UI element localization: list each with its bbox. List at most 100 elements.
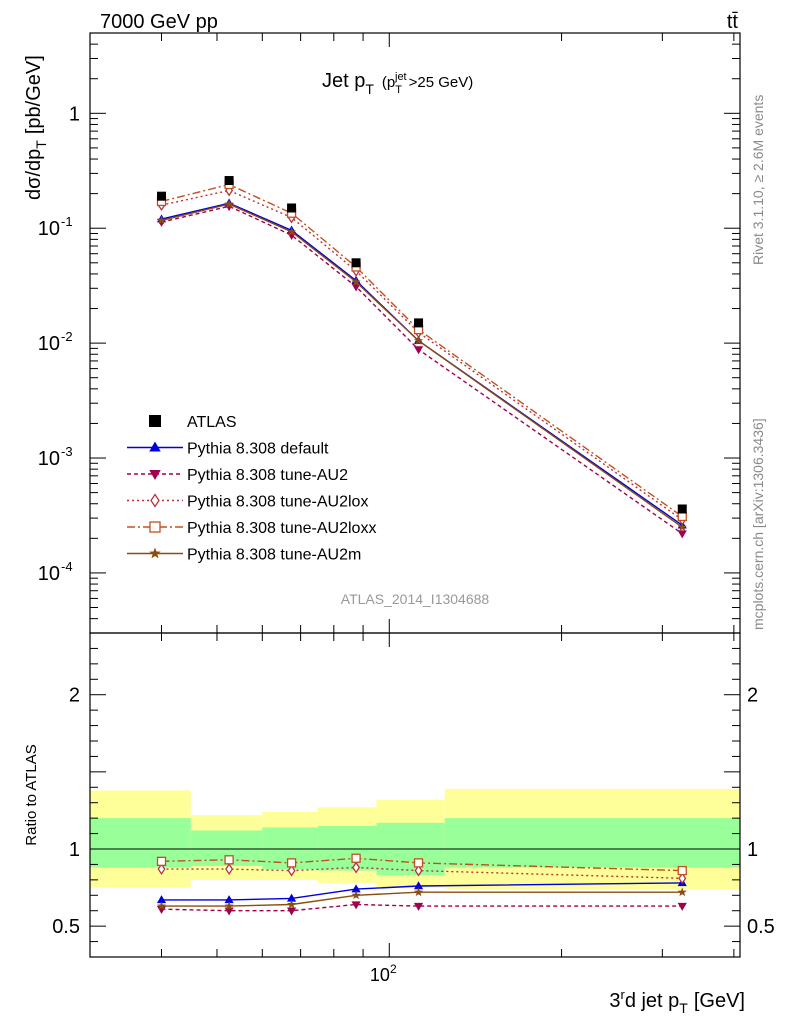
ratio-frame [89,632,741,958]
ratio-point-4-3 [351,890,361,900]
ratio-point-0-2 [286,893,297,902]
legend-entry-1: Pythia 8.308 default [127,441,329,458]
x-axis-label: 3rd jet pT [GeV] [609,987,745,1016]
legend-label: Pythia 8.308 tune-AU2 [187,467,348,484]
legend-label: Pythia 8.308 tune-AU2lox [187,494,368,511]
ratio-point-4-0 [156,901,167,910]
ratio-y-tick-label-right: 2 [747,685,758,707]
main-point-5-0 [156,215,167,225]
ratio-point-2-2 [287,864,296,877]
main-point-2-4 [413,346,424,355]
atlas-point-0 [157,191,167,201]
main-series-line-4 [161,183,683,518]
ratio-point-4-4 [414,887,424,897]
ratio-point-1-0 [156,905,167,914]
main-point-5-1 [224,199,234,208]
atlas-point-5 [677,504,687,514]
ratio-point-3-2 [286,858,297,868]
ratio-point-1-2 [286,907,297,916]
ratio-point-1-5 [677,902,687,911]
atlas-point-3 [351,258,361,268]
y-tick-label: 1 [69,103,80,125]
main-point-5-4 [414,335,424,345]
legend-marker [149,547,161,559]
y-tick-exponent: -1 [61,214,73,229]
main-point-5-3 [351,277,361,286]
atlas-point-2 [287,203,297,213]
legend-entry-5: Pythia 8.308 tune-AU2m [127,547,361,564]
ratio-y-tick-label: 2 [69,685,80,707]
legend: ATLAS Pythia 8.308 default Pythia 8.308 tu… [127,414,376,564]
main-panel: 110-110-210-310-4 [38,32,741,634]
ratio-point-3-5 [677,865,687,876]
ratio-point-3-0 [156,856,167,866]
ratio-point-3-1 [224,855,234,865]
y-tick-label: 10 [38,563,60,585]
ratio-point-1-3 [351,901,361,910]
y-tick-exponent: -4 [61,559,73,574]
ratio-band-inner-5 [444,818,740,868]
process-label: tt̄ [727,11,739,33]
ratio-series-line-2 [161,866,683,879]
ratio-y-tick-label-right: 0.5 [747,916,775,938]
main-ylabel: dσ/dpT[pb/GeV] [23,55,49,200]
y-tick-label: 10 [38,448,60,470]
ratio-point-0-0 [156,895,167,904]
y-tick-label: 10 [38,333,60,355]
ratio-point-0-1 [224,895,234,904]
legend-marker [149,441,161,452]
legend-marker [149,470,161,480]
x-tick-label: 102 [370,962,397,985]
main-point-2-0 [156,218,167,227]
y-tick-exponent: -2 [61,329,73,344]
ratio-point-1-4 [413,902,424,911]
ratio-series-line-1 [161,903,683,912]
ratio-point-4-2 [287,899,297,909]
ratio-y-tick-label-right: 1 [747,839,758,861]
ratio-point-0-4 [413,881,424,890]
ratio-point-3-3 [351,853,361,863]
main-series-line-2 [161,205,683,535]
legend-label: ATLAS [187,414,237,431]
beam-label: 7000 GeV pp [100,11,218,33]
main-title: Jet pT (pTjet >25 GeV) [322,70,473,97]
ratio-point-4-5 [677,887,687,897]
main-point-2-5 [677,530,687,539]
legend-entry-2: Pythia 8.308 tune-AU2 [127,467,348,484]
ratio-point-2-4 [414,864,423,877]
ratio-band-inner-3 [317,825,377,871]
ratio-band-inner-0 [90,818,191,868]
ratio-series-line-3 [161,857,683,872]
ratio-point-2-5 [678,872,687,885]
ratio-point-3-4 [413,858,424,868]
ratio-ylabel: Ratio to ATLAS [23,744,40,845]
legend-entry-4: Pythia 8.308 tune-AU2loxx [127,520,376,537]
legend-entry-0: ATLAS [149,414,237,431]
ratio-series-line-4 [161,891,683,907]
ratio-y-tick-label: 1 [69,839,80,861]
legend-marker [149,415,161,427]
source-info: mcplots.cern.ch [arXiv:1306.3436] [750,418,766,630]
main-series-line-5 [161,203,683,528]
ratio-point-4-1 [224,901,234,910]
atlas-point-1 [224,176,234,186]
legend-marker [149,521,161,533]
ratio-point-2-0 [157,863,166,876]
legend-marker [150,493,160,508]
y-tick-exponent: -3 [61,444,73,459]
ratio-point-2-1 [225,863,234,876]
legend-label: Pythia 8.308 tune-AU2m [187,547,361,564]
main-point-5-2 [287,227,297,236]
analysis-tag: ATLAS_2014_I1304688 [341,591,490,607]
ratio-point-2-3 [352,861,361,874]
ratio-panel: 102 0.5 0.5 1 1 2 2 [52,632,775,985]
legend-label: Pythia 8.308 default [187,441,329,458]
ratio-point-1-1 [224,907,234,916]
ratio-point-0-3 [351,884,361,893]
rivet-info: Rivet 3.1.10, ≥ 2.6M events [750,95,766,265]
atlas-point-4 [414,318,424,328]
y-tick-label: 10 [38,218,60,240]
legend-entry-3: Pythia 8.308 tune-AU2lox [127,493,368,511]
main-point-5-5 [677,522,687,532]
